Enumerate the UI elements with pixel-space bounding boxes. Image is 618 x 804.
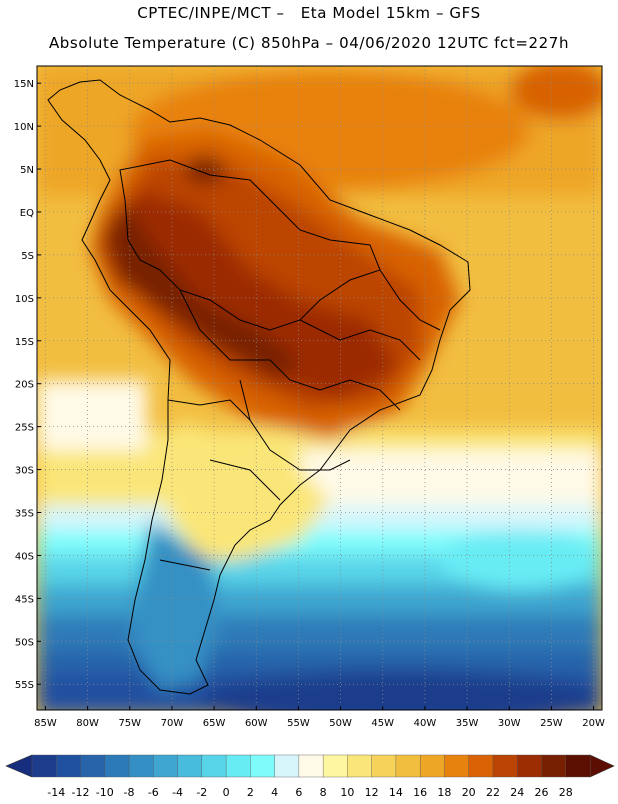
colorbar-label: -6 [148,786,159,799]
colorbar-swatch [347,754,373,778]
colorbar-label: 8 [320,786,327,799]
colorbar-label: 26 [534,786,548,799]
colorbar-swatch [177,754,203,778]
colorbar-label: 20 [462,786,476,799]
title-line-2: Absolute Temperature (C) 850hPa – 04/06/… [48,34,570,52]
colorbar-label: -4 [172,786,183,799]
lon-label: 70W [161,718,184,729]
colorbar-swatch [517,754,542,778]
title-line-1: CPTEC/INPE/MCT – Eta Model 15km – GFS [137,4,481,22]
colorbar-swatch [250,754,276,778]
lon-label: 40W [414,718,437,729]
lon-label: 45W [371,718,394,729]
lon-label: 60W [245,718,268,729]
colorbar-swatch [104,754,130,778]
lat-label: 35S [15,509,34,520]
colorbar-label: 22 [486,786,500,799]
colorbar-swatch [225,754,251,778]
colorbar-label: 0 [223,786,230,799]
lat-label: 30S [15,466,34,477]
colorbar-swatch [298,754,324,778]
lat-lon-grid [37,66,602,710]
lon-label: 75W [118,718,141,729]
lat-label: 25S [15,423,34,434]
colorbar-over-arrow [589,754,615,778]
colorbar-label: 2 [247,786,254,799]
longitude-labels: 85W 80W 75W 70W 65W 60W 55W 50W 45W 40W 35W 30W 25W 2… [34,718,605,729]
colorbar-label: 14 [389,786,403,799]
colorbar-label: 24 [510,786,524,799]
lon-label: 50W [329,718,352,729]
colorbar-label: 4 [271,786,278,799]
lat-label: 40S [15,551,34,562]
lon-label: 85W [34,718,57,729]
colorbar-swatch [80,754,106,778]
colorbar-under-arrow [5,754,33,778]
colorbar [5,754,615,778]
colorbar-label: 16 [413,786,427,799]
colorbar-swatch [541,754,567,778]
colorbar-swatch [565,754,591,778]
colorbar-swatch [322,754,348,778]
lat-label: 20S [15,380,34,391]
lat-label: EQ [20,208,34,219]
lat-label: 55S [15,680,34,691]
lon-label: 35W [456,718,479,729]
lat-label: 15N [14,79,34,90]
colorbar-swatch [128,754,154,778]
colorbar-label: 28 [559,786,573,799]
colorbar-swatch [419,754,445,778]
lat-label: 45S [15,594,34,605]
lat-label: 50S [15,637,34,648]
colorbar-swatch [31,754,57,778]
colorbar-swatch [274,754,300,778]
lat-label: 10N [14,122,34,133]
colorbar-label: 6 [295,786,302,799]
colorbar-swatch [444,754,470,778]
lat-label: 10S [15,294,34,305]
colorbar-swatch [468,754,494,778]
colorbar-swatch [395,754,421,778]
colorbar-swatch [153,754,179,778]
coastlines-borders [47,79,471,695]
colorbar-swatch [492,754,518,778]
lat-label: 15S [15,337,34,348]
lon-label: 55W [287,718,310,729]
colorbar-labels: -14 -12 -10 -8 -6 -4 -2 0 2 4 6 8 10 12 14 16 18 20 22 24 26… [47,786,572,799]
colorbar-swatch [56,754,82,778]
colorbar-label: -14 [47,786,65,799]
lon-label: 25W [540,718,563,729]
colorbar-label: 18 [437,786,451,799]
colorbar-label: -12 [72,786,90,799]
lon-label: 80W [76,718,99,729]
colorbar-label: 10 [340,786,354,799]
colorbar-label: 12 [365,786,379,799]
colorbar-label: -10 [96,786,114,799]
colorbar-label: -8 [124,786,135,799]
lat-label: 5S [21,251,34,262]
map-frame [36,65,603,711]
lat-label: 5N [20,165,34,176]
lon-label: 20W [582,718,605,729]
temperature-field [37,66,602,710]
lon-label: 65W [203,718,226,729]
latitude-labels: 15N 10N 5N EQ 5S 10S 15S 20S 25S 30S 35S 40S 45S 50S 5… [14,79,34,691]
colorbar-label: -2 [196,786,207,799]
colorbar-swatch [371,754,397,778]
lon-label: 30W [498,718,521,729]
colorbar-swatch [201,754,227,778]
